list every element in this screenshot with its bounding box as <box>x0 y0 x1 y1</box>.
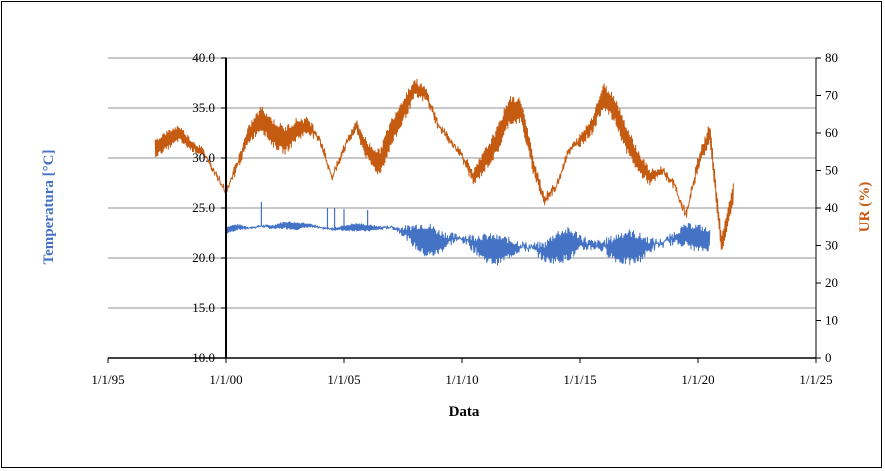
x-tick-label: 1/1/25 <box>799 372 832 387</box>
y-right-axis-title: UR (%) <box>857 182 873 232</box>
x-tick-label: 1/1/15 <box>563 372 596 387</box>
y-right-tick-label: 10 <box>825 313 838 328</box>
x-tick-label: 1/1/05 <box>327 372 360 387</box>
y-left-tick-label: 30.0 <box>192 150 215 165</box>
x-tick-label: 1/1/95 <box>91 372 124 387</box>
y-left-tick-label: 15.0 <box>192 300 215 315</box>
y-right-tick-label: 20 <box>825 275 838 290</box>
series-line-2 <box>154 78 734 251</box>
y-left-tick-label: 35.0 <box>192 100 215 115</box>
y-left-tick-label: 20.0 <box>192 250 215 265</box>
y-right-tick-label: 50 <box>825 163 838 178</box>
y-right-tick-label: 70 <box>825 88 838 103</box>
y-left-tick-label: 40.0 <box>192 50 215 65</box>
tick-labels: 10.0 15.0 20.0 25.0 30.0 35.0 40.0 0 10 20 30 40 50 6… <box>91 50 838 387</box>
y-right-tick-label: 60 <box>825 125 838 140</box>
series-layer <box>154 78 734 266</box>
y-right-tick-label: 40 <box>825 200 838 215</box>
y-right-tick-label: 80 <box>825 50 838 65</box>
x-tick-label: 1/1/10 <box>445 372 478 387</box>
axes <box>107 57 821 363</box>
x-tick-label: 1/1/20 <box>681 372 714 387</box>
gridlines <box>108 57 816 309</box>
x-tick-label: 1/1/00 <box>209 372 242 387</box>
series-line-1 <box>225 221 711 266</box>
y-left-tick-label: 25.0 <box>192 200 215 215</box>
x-axis-title: Data <box>449 404 480 420</box>
y-right-tick-label: 30 <box>825 238 838 253</box>
y-left-tick-label: 10.0 <box>192 350 215 365</box>
y-right-tick-label: 0 <box>825 350 832 365</box>
y-left-axis-title: Temperatura [°C] <box>41 149 57 264</box>
